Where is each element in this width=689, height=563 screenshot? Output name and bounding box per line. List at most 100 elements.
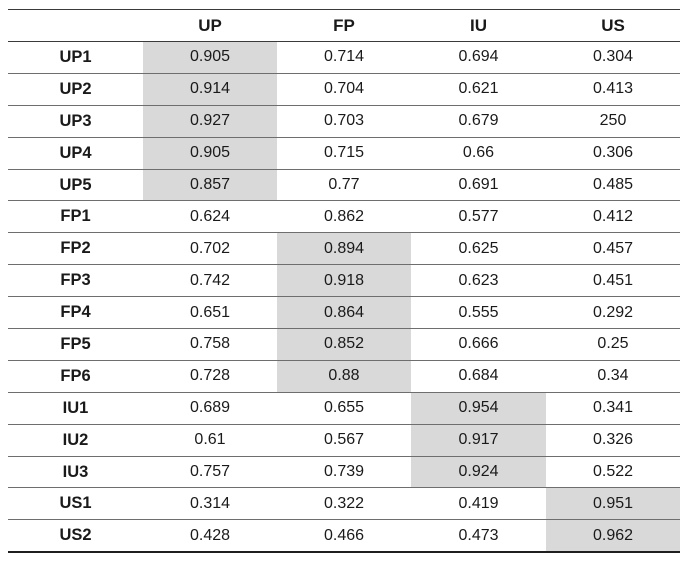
table-cell: 0.577 <box>411 200 546 234</box>
table-cell: 0.341 <box>546 392 680 425</box>
table-cell: 0.864 <box>277 296 411 330</box>
row-label: FP3 <box>8 264 143 298</box>
table-cell: 0.757 <box>143 456 277 489</box>
table-row: UP3 0.927 0.703 0.679 250 <box>8 105 680 138</box>
table-cell: 0.306 <box>546 137 680 170</box>
row-label: IU3 <box>8 456 143 489</box>
column-header-us: US <box>546 9 680 42</box>
column-header-fp: FP <box>277 9 411 42</box>
table-cell: 0.704 <box>277 73 411 106</box>
corner-cell <box>8 9 143 42</box>
row-label: FP6 <box>8 360 143 393</box>
table-cell: 0.927 <box>143 105 277 138</box>
table-cell: 0.428 <box>143 519 277 553</box>
table-cell: 0.314 <box>143 487 277 521</box>
table-cell: 0.419 <box>411 487 546 521</box>
table-cell: 0.715 <box>277 137 411 170</box>
table-row: FP1 0.624 0.862 0.577 0.412 <box>8 200 680 234</box>
table-cell: 0.862 <box>277 200 411 234</box>
table-cell: 0.88 <box>277 360 411 393</box>
table-cell: 0.894 <box>277 232 411 266</box>
table-cell: 0.918 <box>277 264 411 298</box>
row-label: UP4 <box>8 137 143 170</box>
table-cell: 0.758 <box>143 328 277 361</box>
table-cell: 0.567 <box>277 424 411 457</box>
table-cell: 0.473 <box>411 519 546 553</box>
table-cell: 0.522 <box>546 456 680 489</box>
table-cell: 0.905 <box>143 137 277 170</box>
row-label: UP3 <box>8 105 143 138</box>
table-cell: 0.714 <box>277 41 411 74</box>
loadings-table-container: UP FP IU US UP1 0.905 0.714 0.694 0.304 UP2 0.… <box>8 9 680 553</box>
table-cell: 0.623 <box>411 264 546 298</box>
table-row: UP4 0.905 0.715 0.66 0.306 <box>8 137 680 170</box>
table-cell: 0.34 <box>546 360 680 393</box>
table-header: UP FP IU US <box>8 9 680 42</box>
table-cell: 0.666 <box>411 328 546 361</box>
table-cell: 0.679 <box>411 105 546 138</box>
table-row: FP3 0.742 0.918 0.623 0.451 <box>8 264 680 298</box>
column-header-iu: IU <box>411 9 546 42</box>
table-cell: 0.914 <box>143 73 277 106</box>
column-header-up: UP <box>143 9 277 42</box>
table-row: UP1 0.905 0.714 0.694 0.304 <box>8 41 680 74</box>
table-cell: 0.66 <box>411 137 546 170</box>
table-cell: 0.621 <box>411 73 546 106</box>
table-cell: 0.684 <box>411 360 546 393</box>
table-cell: 0.962 <box>546 519 680 553</box>
table-cell: 0.25 <box>546 328 680 361</box>
table-cell: 0.412 <box>546 200 680 234</box>
row-label: FP5 <box>8 328 143 361</box>
table-cell: 0.625 <box>411 232 546 266</box>
table-cell: 0.703 <box>277 105 411 138</box>
table-row: FP4 0.651 0.864 0.555 0.292 <box>8 296 680 330</box>
table-cell: 0.457 <box>546 232 680 266</box>
row-label: IU2 <box>8 424 143 457</box>
row-label: UP5 <box>8 169 143 202</box>
table-cell: 0.954 <box>411 392 546 425</box>
row-label: IU1 <box>8 392 143 425</box>
table-cell: 0.77 <box>277 169 411 202</box>
table-body: UP1 0.905 0.714 0.694 0.304 UP2 0.914 0.704 0.62… <box>8 41 680 553</box>
table-row: IU2 0.61 0.567 0.917 0.326 <box>8 424 680 457</box>
table-cell: 0.905 <box>143 41 277 74</box>
table-cell: 0.304 <box>546 41 680 74</box>
table-row: IU3 0.757 0.739 0.924 0.522 <box>8 456 680 489</box>
table-cell: 0.951 <box>546 487 680 521</box>
table-cell: 0.689 <box>143 392 277 425</box>
row-label: FP1 <box>8 200 143 234</box>
header-row: UP FP IU US <box>8 9 680 42</box>
table-cell: 0.466 <box>277 519 411 553</box>
table-cell: 0.691 <box>411 169 546 202</box>
table-row: FP5 0.758 0.852 0.666 0.25 <box>8 328 680 361</box>
table-cell: 0.702 <box>143 232 277 266</box>
table-cell: 0.739 <box>277 456 411 489</box>
row-label: FP4 <box>8 296 143 330</box>
table-row: FP6 0.728 0.88 0.684 0.34 <box>8 360 680 393</box>
table-cell: 0.485 <box>546 169 680 202</box>
table-cell: 0.917 <box>411 424 546 457</box>
table-cell: 0.413 <box>546 73 680 106</box>
row-label: UP2 <box>8 73 143 106</box>
row-label: FP2 <box>8 232 143 266</box>
table-cell: 250 <box>546 105 680 138</box>
table-row: US1 0.314 0.322 0.419 0.951 <box>8 487 680 521</box>
table-cell: 0.292 <box>546 296 680 330</box>
table-cell: 0.852 <box>277 328 411 361</box>
loadings-table: UP FP IU US UP1 0.905 0.714 0.694 0.304 UP2 0.… <box>8 9 680 553</box>
table-cell: 0.924 <box>411 456 546 489</box>
table-cell: 0.451 <box>546 264 680 298</box>
table-cell: 0.742 <box>143 264 277 298</box>
table-cell: 0.322 <box>277 487 411 521</box>
table-cell: 0.61 <box>143 424 277 457</box>
table-cell: 0.624 <box>143 200 277 234</box>
row-label: US2 <box>8 519 143 553</box>
table-cell: 0.555 <box>411 296 546 330</box>
table-row: UP5 0.857 0.77 0.691 0.485 <box>8 169 680 202</box>
table-row: IU1 0.689 0.655 0.954 0.341 <box>8 392 680 425</box>
table-cell: 0.728 <box>143 360 277 393</box>
row-label: UP1 <box>8 41 143 74</box>
table-row: FP2 0.702 0.894 0.625 0.457 <box>8 232 680 266</box>
table-cell: 0.651 <box>143 296 277 330</box>
table-cell: 0.655 <box>277 392 411 425</box>
